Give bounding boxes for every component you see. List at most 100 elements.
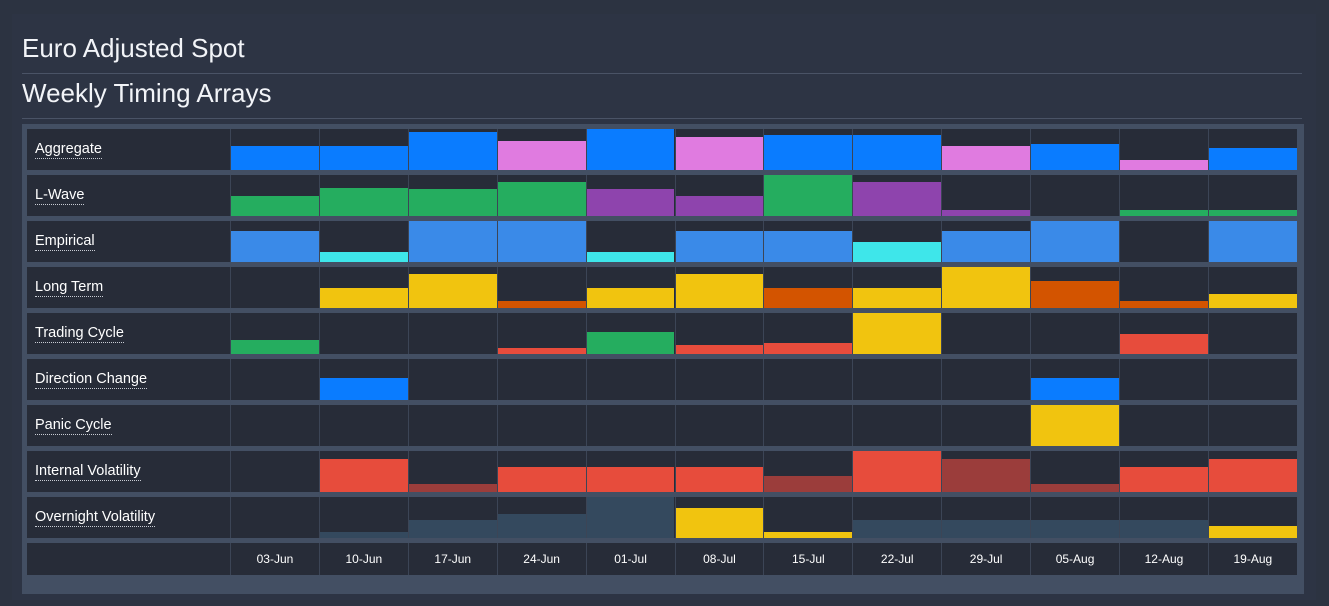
x-tick-label: 29-Jul — [941, 543, 1030, 575]
cell-l-wave-15-jul — [763, 175, 853, 216]
cell-l-wave-03-jun — [230, 175, 319, 216]
cell-long-term-24-jun — [496, 267, 586, 308]
cell-empirical-03-jun — [230, 221, 319, 262]
cell-long-term-15-jul — [763, 267, 853, 308]
page-title: Euro Adjusted Spot — [22, 33, 245, 63]
bar-aggregate-29-jul — [942, 146, 1031, 170]
bar-overnight-volatility-29-jul — [942, 519, 1031, 538]
cell-overnight-volatility-10-jun — [318, 497, 408, 538]
cell-internal-volatility-15-jul — [763, 451, 853, 492]
cell-l-wave-24-jun — [496, 175, 586, 216]
bar-overnight-volatility-22-jul — [853, 519, 942, 538]
bar-internal-volatility-19-aug — [1208, 459, 1297, 492]
bar-long-term-22-jul — [853, 287, 942, 308]
bar-overnight-volatility-15-jul — [764, 531, 853, 538]
row-label-overnight-volatility[interactable]: Overnight Volatility — [35, 508, 156, 527]
cell-internal-volatility-22-jul — [852, 451, 942, 492]
cell-panic-cycle-24-jun — [496, 405, 586, 446]
title-divider — [22, 73, 1302, 74]
cell-internal-volatility-19-aug — [1207, 451, 1297, 492]
row-label-panic-cycle[interactable]: Panic Cycle — [35, 416, 112, 435]
x-tick-label: 22-Jul — [852, 543, 941, 575]
cell-panic-cycle-03-jun — [230, 405, 319, 446]
bar-trading-cycle-15-jul — [764, 342, 853, 354]
row-label-container: Direction Change — [35, 359, 225, 400]
cell-overnight-volatility-17-jun — [407, 497, 497, 538]
bar-internal-volatility-15-jul — [764, 475, 853, 492]
bar-internal-volatility-24-jun — [497, 467, 586, 492]
cell-empirical-17-jun — [407, 221, 497, 262]
cell-l-wave-12-aug — [1119, 175, 1208, 216]
cell-empirical-22-jul — [852, 221, 942, 262]
bar-empirical-15-jul — [764, 231, 853, 262]
row-label-l-wave[interactable]: L-Wave — [35, 186, 85, 205]
cell-internal-volatility-17-jun — [407, 451, 497, 492]
cell-aggregate-08-jul — [674, 129, 764, 170]
bar-long-term-08-jul — [675, 273, 764, 308]
row-label-long-term[interactable]: Long Term — [35, 278, 104, 297]
bar-overnight-volatility-17-jun — [408, 519, 497, 538]
row-label-empirical[interactable]: Empirical — [35, 232, 95, 251]
cell-panic-cycle-15-jul — [763, 405, 852, 446]
bar-l-wave-19-aug — [1208, 209, 1297, 216]
cell-internal-volatility-08-jul — [674, 451, 764, 492]
bar-aggregate-05-aug — [1031, 144, 1119, 170]
cell-direction-change-08-jul — [674, 359, 764, 400]
row-overnight-volatility: Overnight Volatility — [27, 497, 1297, 538]
bar-l-wave-12-aug — [1120, 209, 1208, 216]
bar-aggregate-01-jul — [586, 129, 675, 170]
row-label-container: L-Wave — [35, 175, 225, 216]
cell-l-wave-17-jun — [407, 175, 497, 216]
cell-long-term-29-jul — [941, 267, 1031, 308]
bar-trading-cycle-24-jun — [497, 347, 586, 354]
bar-trading-cycle-12-aug — [1120, 333, 1208, 354]
bar-long-term-29-jul — [942, 267, 1031, 308]
bar-long-term-19-aug — [1208, 293, 1297, 308]
cell-aggregate-22-jul — [852, 129, 942, 170]
bar-internal-volatility-08-jul — [675, 467, 764, 492]
cell-direction-change-15-jul — [763, 359, 852, 400]
bar-overnight-volatility-01-jul — [586, 497, 675, 538]
bar-long-term-05-aug — [1031, 280, 1119, 308]
cell-empirical-08-jul — [674, 221, 764, 262]
bar-empirical-24-jun — [497, 221, 586, 262]
cell-trading-cycle-03-jun — [230, 313, 319, 354]
cell-l-wave-05-aug — [1030, 175, 1119, 216]
bar-internal-volatility-05-aug — [1031, 483, 1119, 492]
row-label-aggregate[interactable]: Aggregate — [35, 140, 102, 159]
cell-empirical-05-aug — [1030, 221, 1119, 262]
row-panic-cycle: Panic Cycle — [27, 405, 1297, 446]
cell-direction-change-05-aug — [1030, 359, 1119, 400]
cell-empirical-10-jun — [318, 221, 408, 262]
cell-trading-cycle-15-jul — [763, 313, 853, 354]
cell-direction-change-17-jun — [407, 359, 497, 400]
bar-empirical-29-jul — [942, 231, 1031, 262]
bar-l-wave-22-jul — [853, 181, 942, 216]
cell-trading-cycle-19-aug — [1207, 313, 1297, 354]
cell-aggregate-01-jul — [585, 129, 675, 170]
bar-long-term-01-jul — [586, 287, 675, 308]
cell-panic-cycle-10-jun — [318, 405, 408, 446]
cell-aggregate-17-jun — [407, 129, 497, 170]
cell-direction-change-12-aug — [1119, 359, 1208, 400]
row-label-container: Panic Cycle — [35, 405, 225, 446]
cell-empirical-19-aug — [1207, 221, 1297, 262]
bar-long-term-12-aug — [1120, 301, 1208, 308]
cell-trading-cycle-24-jun — [496, 313, 586, 354]
cell-direction-change-01-jul — [585, 359, 675, 400]
cell-l-wave-19-aug — [1207, 175, 1297, 216]
bar-long-term-17-jun — [408, 273, 497, 308]
bar-empirical-19-aug — [1208, 221, 1297, 262]
cell-trading-cycle-05-aug — [1030, 313, 1119, 354]
x-tick-label: 01-Jul — [585, 543, 675, 575]
cell-long-term-05-aug — [1030, 267, 1119, 308]
bar-aggregate-17-jun — [408, 132, 497, 170]
row-label-container: Internal Volatility — [35, 451, 225, 492]
cell-panic-cycle-17-jun — [407, 405, 497, 446]
row-label-direction-change[interactable]: Direction Change — [35, 370, 148, 389]
bar-overnight-volatility-19-aug — [1208, 525, 1297, 538]
row-label-trading-cycle[interactable]: Trading Cycle — [35, 324, 124, 343]
cell-aggregate-10-jun — [318, 129, 408, 170]
cell-internal-volatility-24-jun — [496, 451, 586, 492]
row-label-internal-volatility[interactable]: Internal Volatility — [35, 462, 141, 481]
